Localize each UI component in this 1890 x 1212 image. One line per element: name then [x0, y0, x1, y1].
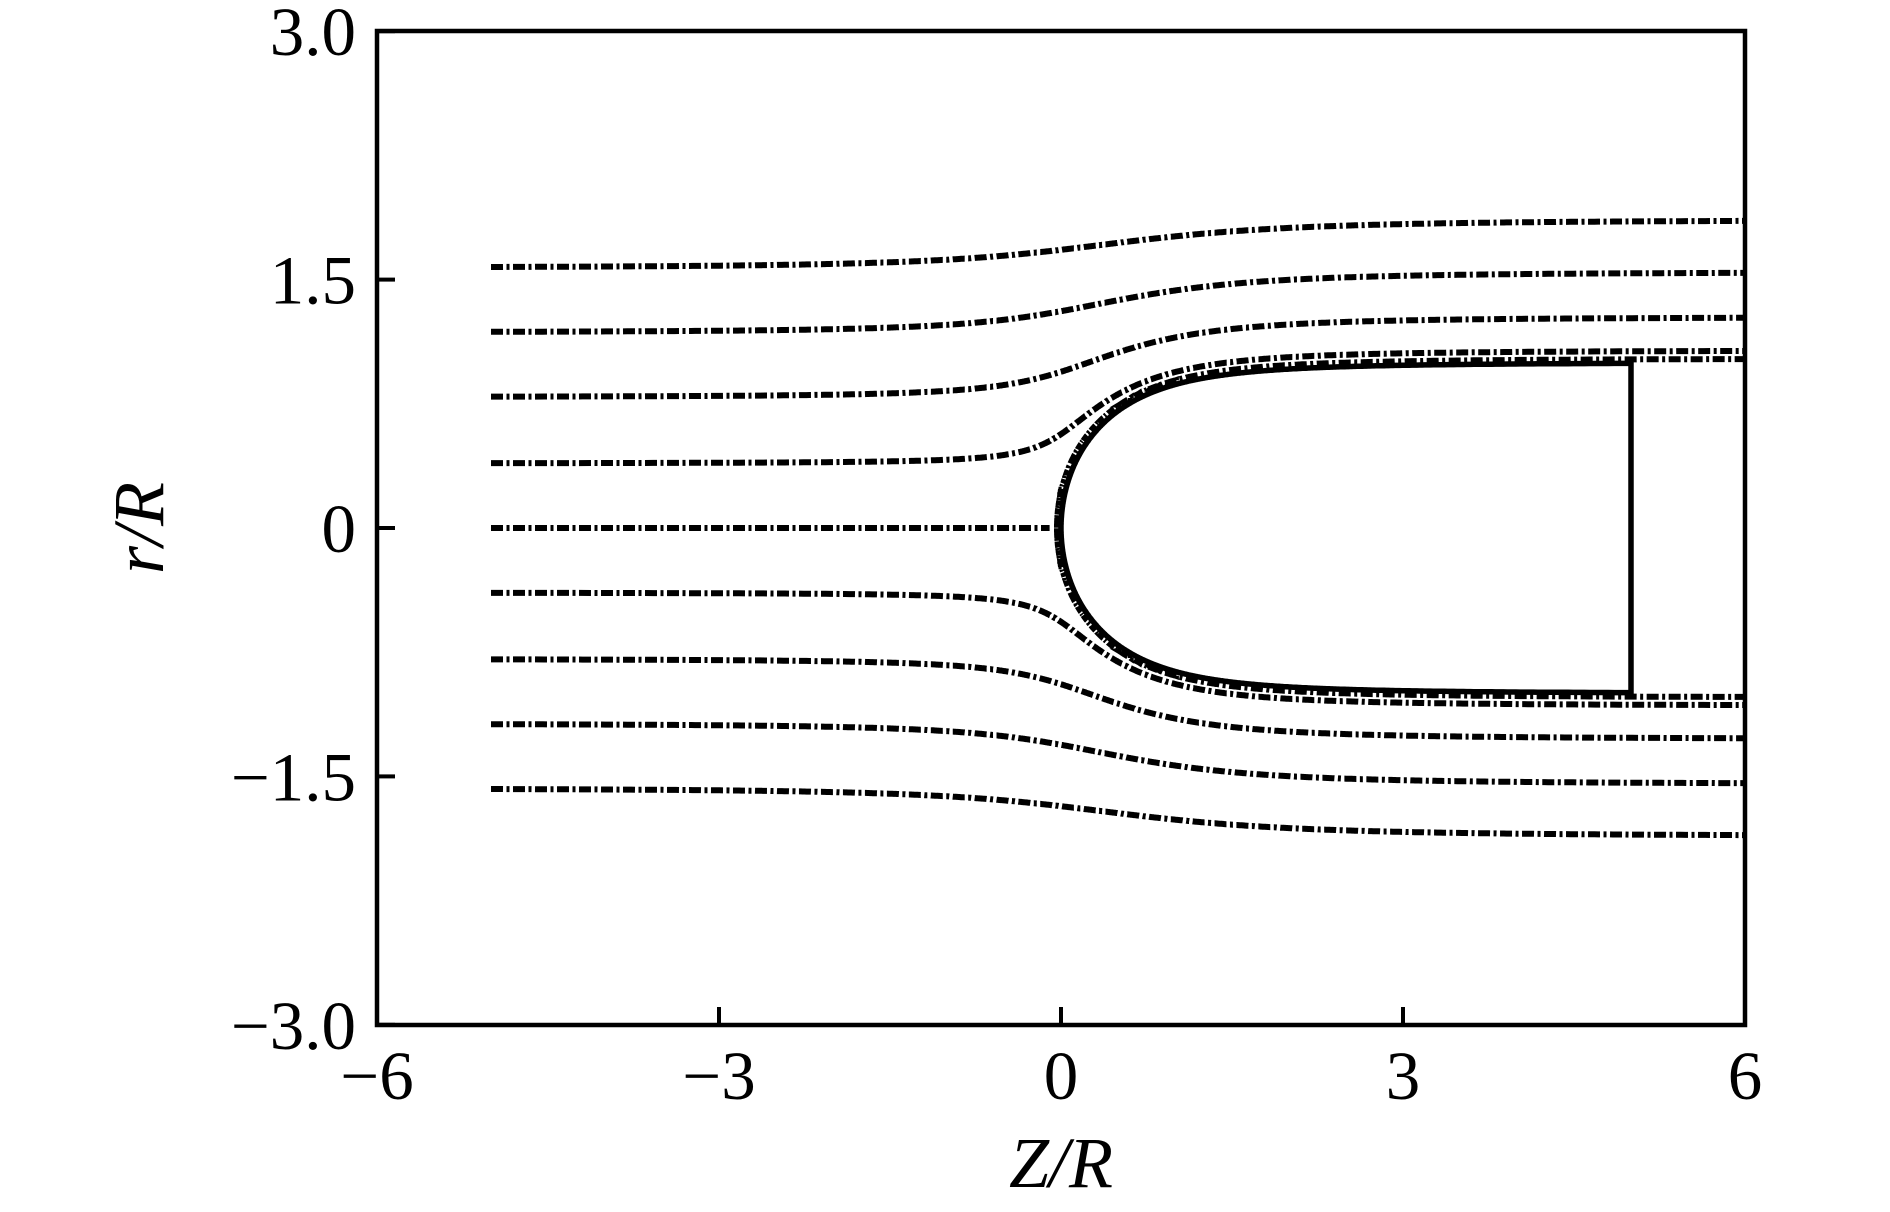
streamline — [491, 656, 1743, 742]
y-tick-label: 1.5 — [270, 243, 356, 319]
x-tick-label: 6 — [1728, 1038, 1763, 1114]
streamline — [491, 589, 1743, 708]
tick-marks — [375, 29, 1747, 1027]
body-layer — [1058, 360, 1634, 696]
surface-streamline-layer — [1054, 356, 1743, 700]
y-tick-label: −1.5 — [231, 739, 356, 815]
plot-frame — [374, 28, 1748, 1028]
x-tick-label: −3 — [682, 1038, 755, 1114]
axes-layer: 3.0 1.5 0 −1.5 −3.0−6 −3 0 3 6 Z/R r/R — [99, 0, 1762, 1203]
x-axis-title: Z/R — [1009, 1123, 1113, 1203]
streamline-layer — [491, 217, 1743, 839]
streamline — [491, 314, 1743, 400]
streamline — [491, 786, 1743, 839]
x-tick-label: 0 — [1044, 1038, 1079, 1114]
body-outline — [1058, 360, 1634, 696]
streamline — [491, 217, 1743, 270]
y-tick-label: 0 — [322, 491, 357, 567]
streamline — [491, 269, 1743, 335]
body-surface-streamline-lower — [1054, 528, 1743, 700]
x-tick-label: 3 — [1386, 1038, 1421, 1114]
streamline — [491, 721, 1743, 787]
streamline — [491, 348, 1743, 467]
y-axis-title: r/R — [99, 482, 179, 574]
y-tick-label: 3.0 — [270, 0, 356, 70]
body-surface-streamline-upper — [1054, 356, 1743, 528]
y-tick-label: −3.0 — [231, 988, 356, 1064]
x-tick-label: −6 — [340, 1038, 413, 1114]
tick-labels: 3.0 1.5 0 −1.5 −3.0−6 −3 0 3 6 — [231, 0, 1762, 1114]
